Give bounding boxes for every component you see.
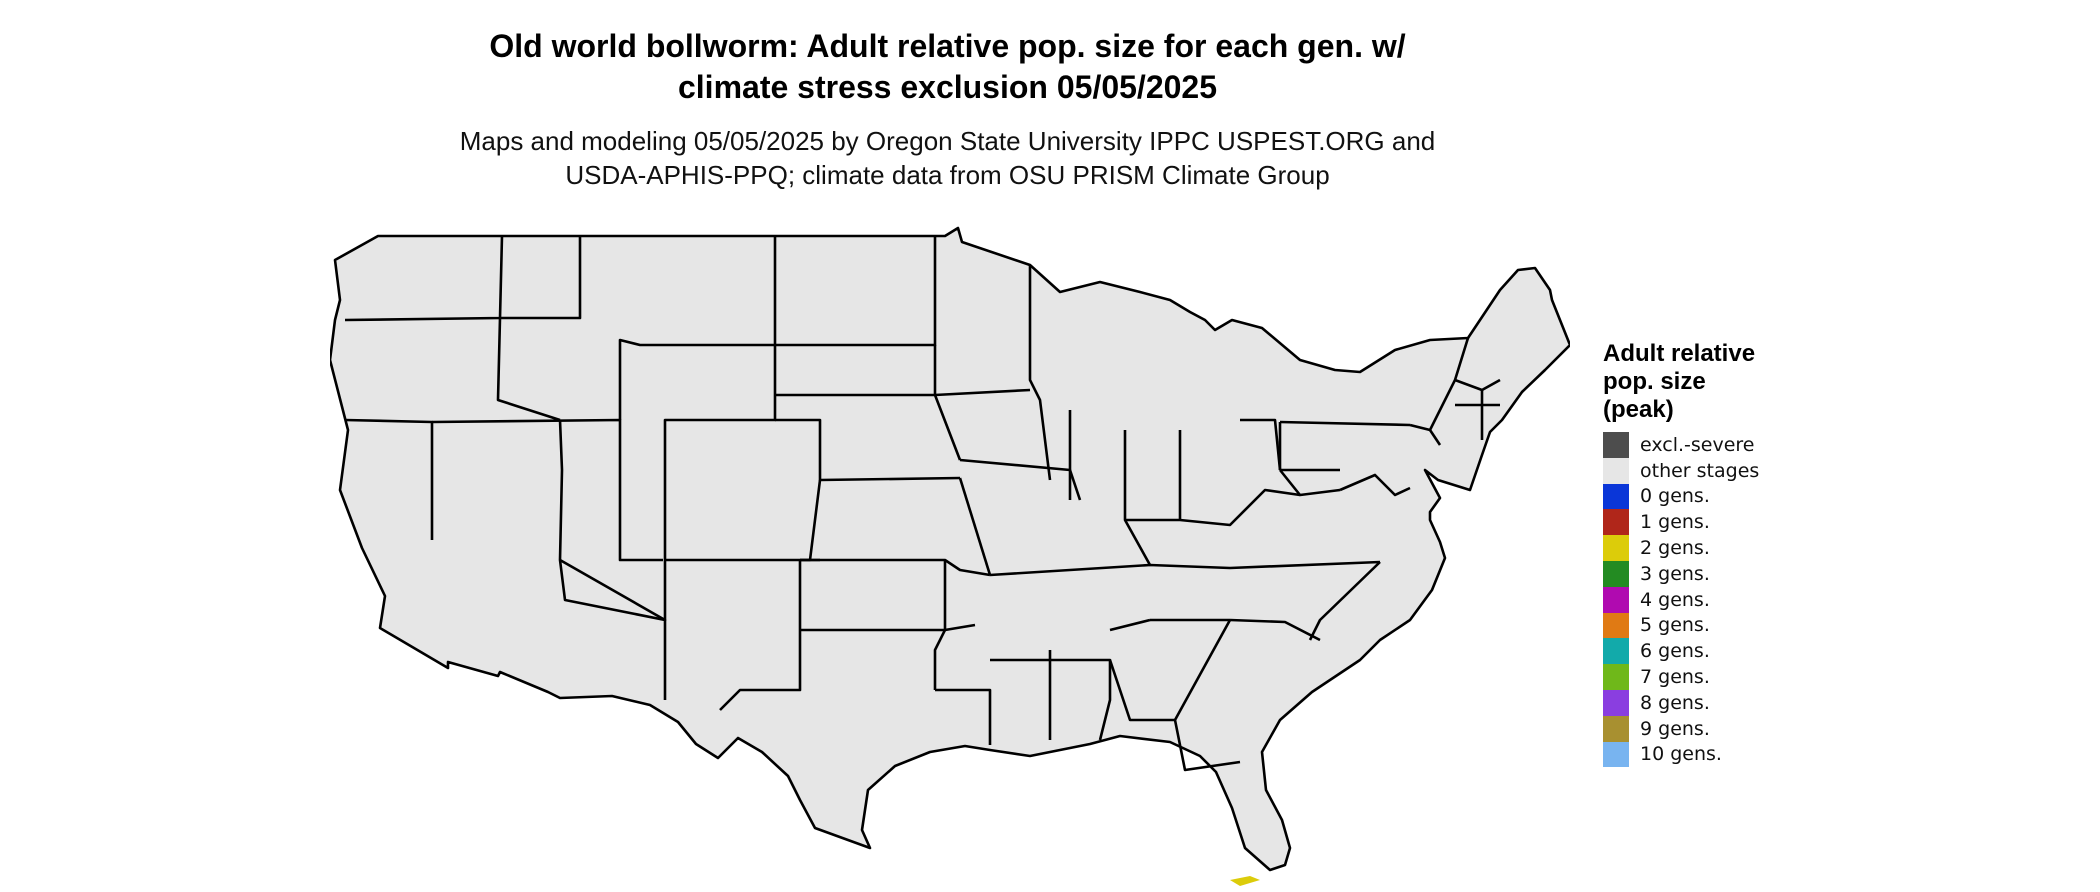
map-subtitle: Maps and modeling 05/05/2025 by Oregon S… xyxy=(0,124,1895,192)
legend-item-label: 2 gens. xyxy=(1640,537,1710,560)
legend-item-label: 9 gens. xyxy=(1640,717,1710,740)
legend-item-label: 10 gens. xyxy=(1640,743,1722,766)
swatch-teal-icon xyxy=(1603,638,1629,665)
swatch-orange-icon xyxy=(1603,612,1629,639)
legend-item: 3 gens. xyxy=(1603,560,1903,587)
legend-item: 10 gens. xyxy=(1603,741,1903,768)
map-legend: Adult relative pop. size (peak) excl.-se… xyxy=(1603,340,1903,768)
swatch-light-blue-icon xyxy=(1603,741,1629,768)
swatch-dark-gray-icon xyxy=(1603,432,1629,458)
legend-item-label: 1 gens. xyxy=(1640,511,1710,534)
legend-item-label: excl.-severe xyxy=(1640,433,1755,456)
map-title-line-2: climate stress exclusion 05/05/2025 xyxy=(677,69,1217,105)
legend-item-label: 5 gens. xyxy=(1640,614,1710,637)
legend-item-label: 8 gens. xyxy=(1640,691,1710,714)
state-boundaries xyxy=(330,226,1570,872)
legend-item-label: 0 gens. xyxy=(1640,485,1710,508)
map-subtitle-line-2: USDA-APHIS-PPQ; climate data from OSU PR… xyxy=(565,160,1330,190)
legend-item: 0 gens. xyxy=(1603,483,1903,510)
map-subtitle-line-1: Maps and modeling 05/05/2025 by Oregon S… xyxy=(459,126,1436,156)
legend-item: 1 gens. xyxy=(1603,509,1903,536)
legend-item: 6 gens. xyxy=(1603,638,1903,665)
legend-item: other stages xyxy=(1603,457,1903,484)
legend-item-label: 4 gens. xyxy=(1640,588,1710,611)
swatch-purple-icon xyxy=(1603,689,1629,716)
legend-item-label: 7 gens. xyxy=(1640,666,1710,689)
swatch-olive-icon xyxy=(1603,715,1629,742)
swatch-light-gray-icon xyxy=(1603,457,1629,484)
legend-items: excl.-severe other stages 0 gens. 1 gens. 2 … xyxy=(1603,432,1903,768)
legend-item: 5 gens. xyxy=(1603,612,1903,639)
legend-item: 2 gens. xyxy=(1603,535,1903,561)
swatch-blue-icon xyxy=(1603,483,1629,510)
swatch-yellow-icon xyxy=(1603,535,1629,561)
legend-item: 4 gens. xyxy=(1603,586,1903,613)
map-title: Old world bollworm: Adult relative pop. … xyxy=(0,26,1895,108)
swatch-dark-red-icon xyxy=(1603,509,1629,536)
legend-title-line-1: Adult relative xyxy=(1603,340,1756,367)
swatch-lime-icon xyxy=(1603,664,1629,690)
legend-item: excl.-severe xyxy=(1603,432,1903,458)
legend-item: 7 gens. xyxy=(1603,664,1903,690)
map-title-line-1: Old world bollworm: Adult relative pop. … xyxy=(489,28,1406,64)
legend-item-label: other stages xyxy=(1640,459,1760,482)
legend-item: 9 gens. xyxy=(1603,715,1903,742)
legend-item-label: 3 gens. xyxy=(1640,562,1710,585)
legend-title: Adult relative pop. size (peak) xyxy=(1603,340,1903,424)
us-map xyxy=(330,226,1570,886)
legend-title-line-2: pop. size xyxy=(1603,368,1706,395)
florida-keys xyxy=(1230,876,1260,886)
swatch-magenta-icon xyxy=(1603,586,1629,613)
legend-item-label: 6 gens. xyxy=(1640,640,1710,663)
legend-item: 8 gens. xyxy=(1603,689,1903,716)
legend-title-line-3: (peak) xyxy=(1603,396,1674,423)
swatch-green-icon xyxy=(1603,560,1629,587)
